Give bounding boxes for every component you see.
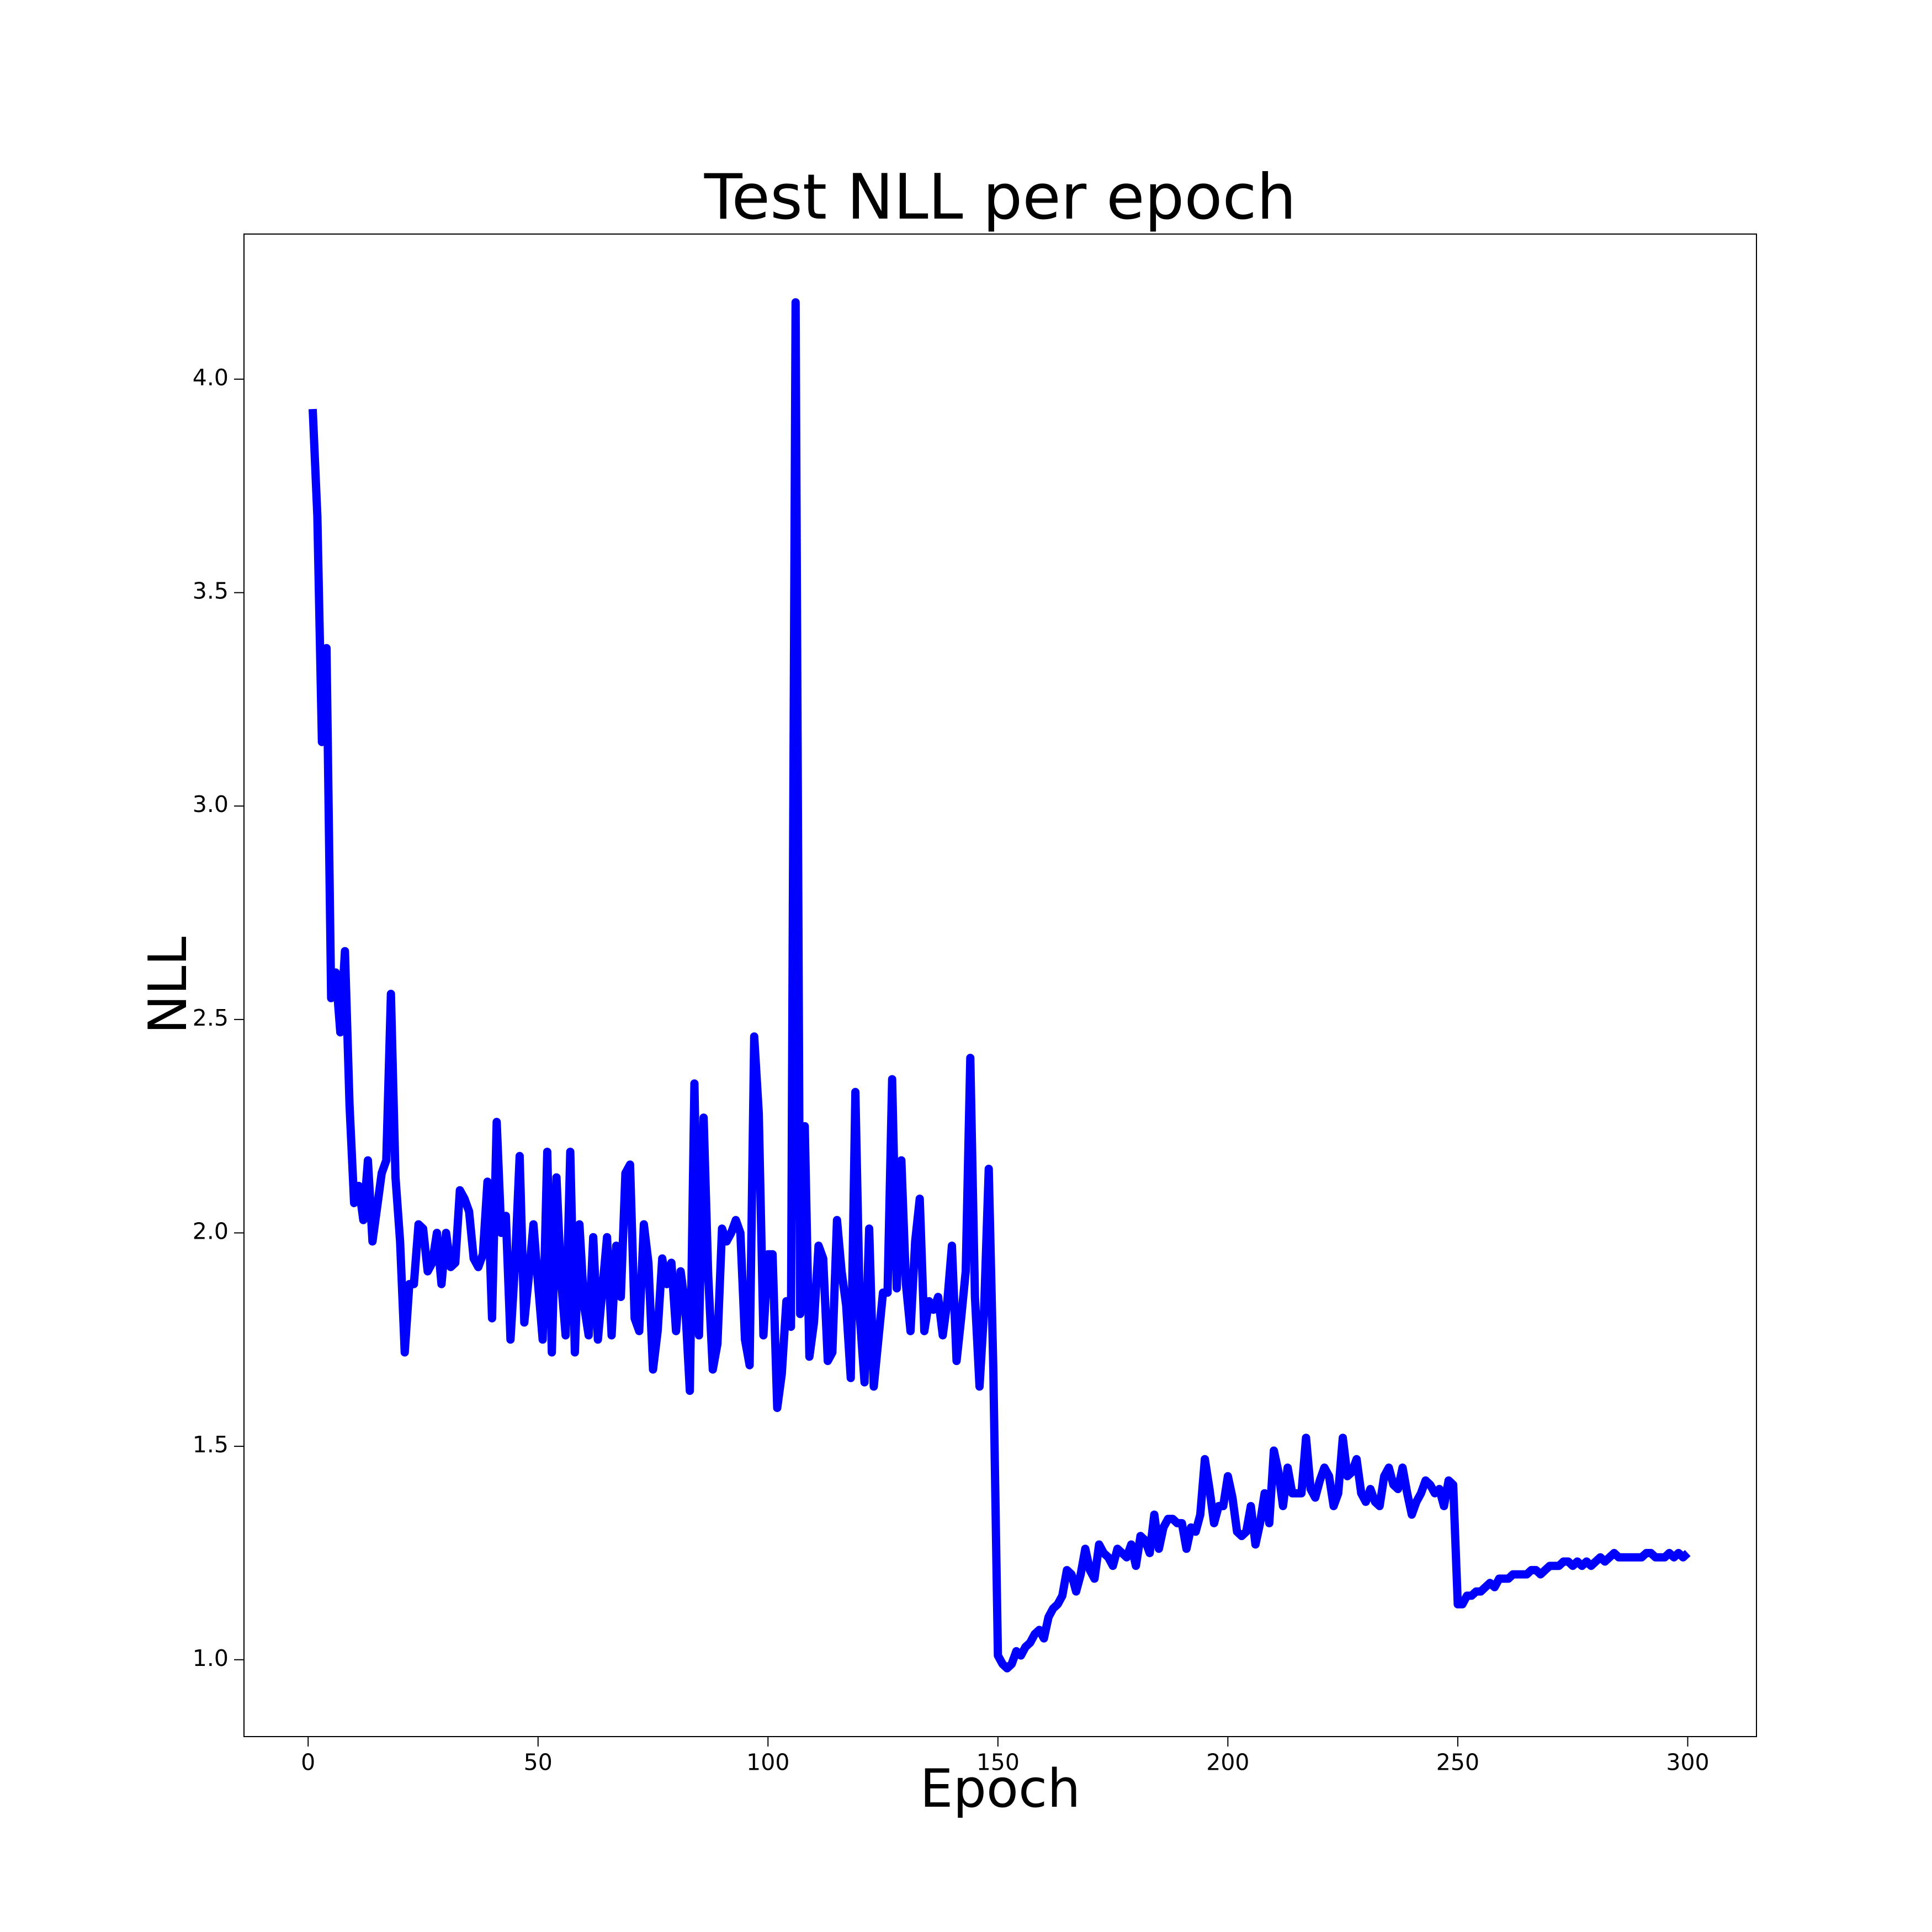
x-tick-label: 150 [976, 1749, 1020, 1775]
x-tick-label: 200 [1206, 1749, 1249, 1775]
y-tick-label: 1.0 [193, 1645, 229, 1671]
x-axis-label: Epoch [920, 1759, 1081, 1819]
x-tick-label: 0 [301, 1749, 315, 1775]
y-tick-label: 1.5 [193, 1431, 229, 1458]
y-tick-label: 2.0 [193, 1218, 229, 1245]
x-tick-label: 300 [1666, 1749, 1709, 1775]
y-tick-label: 2.5 [193, 1005, 229, 1031]
x-tick-label: 50 [524, 1749, 553, 1775]
y-tick-label: 3.5 [193, 578, 229, 604]
data-line [309, 298, 1691, 1673]
y-tick-label: 4.0 [193, 364, 229, 391]
x-tick-label: 250 [1436, 1749, 1479, 1775]
x-tick-label: 100 [746, 1749, 789, 1775]
y-axis-label: NLL [138, 936, 199, 1034]
chart-title: Test NLL per epoch [704, 161, 1297, 233]
y-tick-label: 3.0 [193, 791, 229, 818]
plot-frame [243, 233, 1757, 1737]
